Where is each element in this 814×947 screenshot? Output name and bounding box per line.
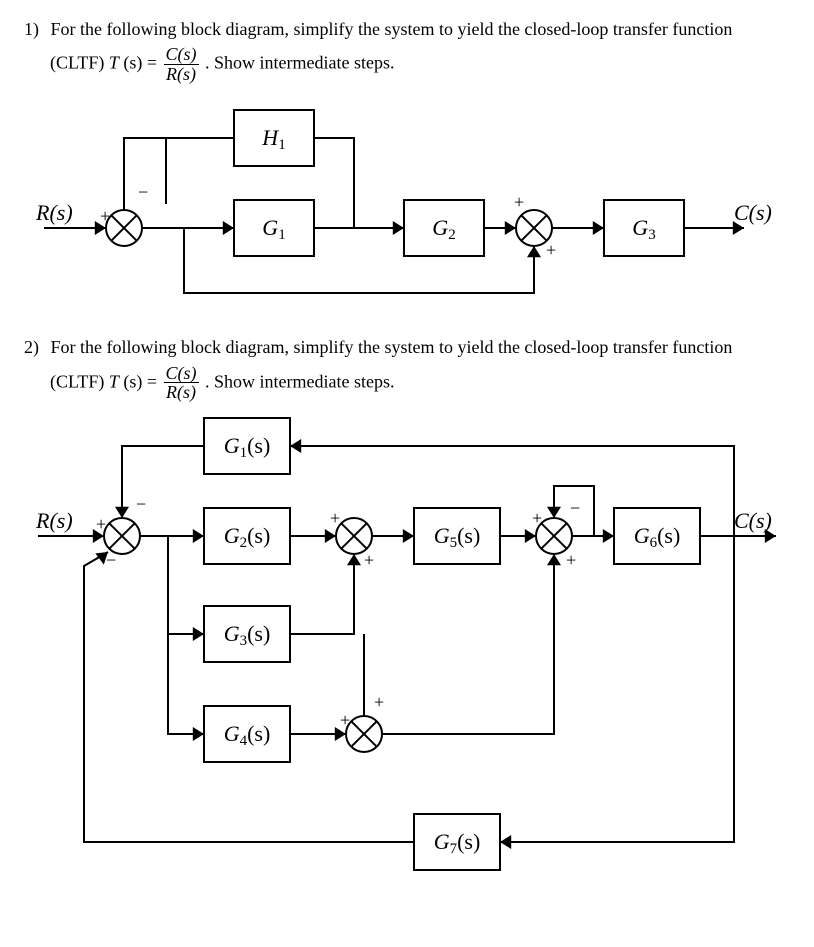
- problem-2-paren: (s) =: [123, 371, 161, 391]
- svg-text:+: +: [364, 550, 374, 570]
- problem-2-suffix: . Show intermediate steps.: [205, 371, 394, 391]
- svg-text:R(s): R(s): [35, 200, 73, 225]
- svg-text:−: −: [136, 494, 146, 514]
- svg-text:G5(s): G5(s): [434, 523, 481, 551]
- problem-1-paren: (s) =: [123, 53, 161, 73]
- svg-text:R(s): R(s): [35, 508, 73, 533]
- problem-2-line2: (CLTF) T (s) = C(s) R(s) . Show intermed…: [50, 364, 790, 403]
- svg-text:−: −: [570, 498, 580, 518]
- problem-1-frac-num: C(s): [164, 45, 199, 65]
- svg-text:+: +: [546, 240, 556, 260]
- problem-1-text1: For the following block diagram, simplif…: [51, 19, 733, 39]
- diagram-1-svg: +−H1G1G2++G3R(s)C(s): [24, 88, 790, 308]
- diagram-2-svg: +−−G1(s)G2(s)++G5(s)+−+G6(s)G3(s)G4(s)++…: [24, 406, 790, 886]
- diagram-2: +−−G1(s)G2(s)++G5(s)+−+G6(s)G3(s)G4(s)++…: [24, 406, 790, 886]
- svg-text:+: +: [566, 550, 576, 570]
- diagram-1: +−H1G1G2++G3R(s)C(s): [24, 88, 790, 308]
- svg-text:G7(s): G7(s): [434, 829, 481, 857]
- problem-1-suffix: . Show intermediate steps.: [205, 53, 394, 73]
- problem-2-frac-num: C(s): [164, 364, 199, 384]
- svg-text:C(s): C(s): [734, 508, 772, 533]
- problem-2-line1: 2) For the following block diagram, simp…: [24, 336, 790, 359]
- problem-2-number: 2): [24, 336, 46, 359]
- problem-1-frac: C(s) R(s): [164, 45, 199, 84]
- problem-1-T: T: [109, 53, 119, 73]
- problem-2: 2) For the following block diagram, simp…: [24, 336, 790, 886]
- svg-text:G6(s): G6(s): [634, 523, 681, 551]
- svg-text:G2(s): G2(s): [224, 523, 271, 551]
- svg-text:+: +: [532, 508, 542, 528]
- svg-text:+: +: [96, 514, 106, 534]
- svg-text:+: +: [100, 206, 110, 226]
- problem-1-number: 1): [24, 18, 46, 41]
- problem-1-line1: 1) For the following block diagram, simp…: [24, 18, 790, 41]
- problem-2-frac-den: R(s): [164, 383, 199, 402]
- svg-text:−: −: [138, 182, 148, 202]
- svg-text:+: +: [514, 192, 524, 212]
- problem-1-prefix: (CLTF): [50, 53, 109, 73]
- svg-text:G4(s): G4(s): [224, 721, 271, 749]
- page-container: 1) For the following block diagram, simp…: [0, 0, 814, 947]
- problem-2-frac: C(s) R(s): [164, 364, 199, 403]
- problem-2-prefix: (CLTF): [50, 371, 109, 391]
- problem-1-frac-den: R(s): [164, 65, 199, 84]
- svg-text:G3(s): G3(s): [224, 621, 271, 649]
- problem-1-line2: (CLTF) T (s) = C(s) R(s) . Show intermed…: [50, 45, 790, 84]
- svg-text:+: +: [340, 710, 350, 730]
- problem-1: 1) For the following block diagram, simp…: [24, 18, 790, 308]
- svg-text:−: −: [106, 550, 116, 570]
- problem-2-text1: For the following block diagram, simplif…: [51, 337, 733, 357]
- problem-2-T: T: [109, 371, 119, 391]
- svg-text:C(s): C(s): [734, 200, 772, 225]
- svg-text:+: +: [330, 508, 340, 528]
- svg-text:G1(s): G1(s): [224, 433, 271, 461]
- svg-text:+: +: [374, 692, 384, 712]
